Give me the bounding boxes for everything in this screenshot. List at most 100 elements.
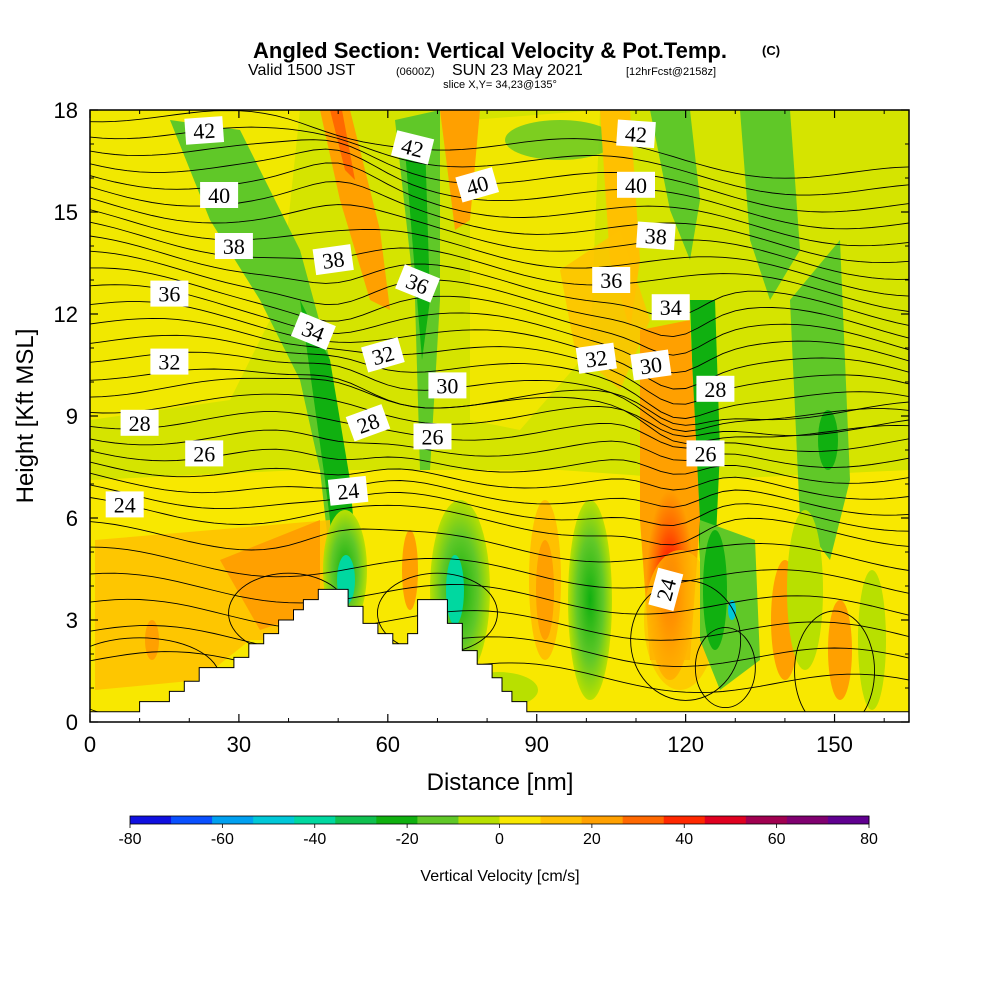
isentrope-label: 42 (184, 116, 225, 145)
isentrope-line (90, 461, 909, 500)
isentrope-label-text: 36 (158, 282, 180, 307)
isentrope-label-box (686, 440, 725, 467)
isentrope-label: 40 (200, 182, 239, 208)
isentrope-label: 28 (696, 375, 735, 402)
field-cyan-low-2 (446, 555, 464, 625)
field-orange-spot-2 (402, 530, 418, 610)
colorbar-tick-label: 80 (860, 831, 878, 848)
isentrope-label-box (200, 182, 239, 208)
isentrope-label-text: 30 (638, 352, 663, 380)
colorbar-swatch (294, 816, 336, 824)
isentrope-label: 24 (105, 491, 144, 518)
field-green-low-6 (858, 570, 886, 710)
isentrope-label-text: 26 (193, 441, 215, 466)
isentrope-label-text: 40 (208, 183, 230, 208)
isentrope-label-text: 26 (422, 424, 444, 449)
isentrope-label: 32 (150, 348, 189, 375)
isentrope-line (90, 235, 909, 326)
field-green-spot-5 (818, 410, 838, 470)
isentrope-line-low (794, 610, 875, 722)
isentrope-labels: 42 40 38 36 32 28 26 24 42 40 38 36 34 32 30 28 26 24 42 40… (105, 116, 735, 612)
field-green-streak-5 (790, 240, 850, 560)
colorbar-swatch (376, 816, 418, 824)
x-tick-label: 150 (816, 732, 853, 757)
isentrope-lines (90, 110, 909, 722)
isentrope-label-box (575, 342, 617, 374)
field-orange-low-2b (536, 540, 554, 640)
isentrope-line (90, 497, 909, 547)
isentrope-label-text: 28 (704, 377, 726, 402)
colorbar-tick-label: 40 (675, 831, 693, 848)
isentrope-label-text: 24 (114, 492, 136, 517)
isentrope-line (90, 148, 909, 230)
isentrope-label: 26 (185, 440, 224, 467)
x-tick-label: 120 (667, 732, 704, 757)
isentrope-label-box (648, 567, 684, 612)
colorbar-swatch (417, 816, 459, 824)
isentrope-label: 28 (120, 409, 159, 436)
isentrope-label: 28 (345, 404, 391, 442)
isentrope-line (90, 284, 909, 374)
isentrope-label-box (428, 372, 467, 399)
field-orange-streak-1 (320, 110, 390, 310)
isentrope-label-text: 42 (192, 118, 216, 144)
colorbar-swatch (212, 816, 254, 824)
isentrope-label-box (413, 423, 452, 450)
y-tick-label: 9 (66, 404, 78, 429)
field-green-top (505, 120, 615, 160)
colorbar-swatch (130, 816, 172, 824)
y-tick-label: 6 (66, 506, 78, 531)
chart-subtitle-valid: Valid 1500 JST (248, 62, 356, 79)
colorbar-tick-label: -40 (303, 831, 326, 848)
isentrope-label-text: 38 (644, 223, 668, 249)
isentrope-label-text: 24 (336, 478, 360, 505)
y-tick-label: 12 (54, 302, 78, 327)
isentrope-label-text: 40 (625, 173, 647, 198)
isentrope-line (90, 651, 909, 694)
isentrope-line (90, 484, 909, 532)
isentrope-label: 36 (592, 267, 631, 293)
isentrope-line-low (630, 579, 742, 701)
colorbar-swatch (786, 816, 829, 824)
y-tick-label: 15 (54, 200, 78, 225)
isentrope-label-box (636, 221, 676, 251)
colorbar-swatch (171, 816, 213, 824)
isentrope-label: 38 (636, 221, 676, 251)
isentrope-line (90, 197, 909, 280)
isentrope-label-text: 26 (695, 441, 717, 466)
x-axis-ticks: 0 30 60 90 120 150 (84, 110, 885, 757)
isentrope-label-box (455, 167, 500, 203)
isentrope-label-box (696, 375, 735, 402)
isentrope-label-box (592, 267, 631, 293)
x-tick-label: 90 (524, 732, 548, 757)
field-red-streak-1 (330, 110, 355, 180)
isentrope-label: 32 (575, 342, 617, 374)
isentrope-label-text: 28 (129, 411, 151, 436)
y-tick-label: 18 (54, 98, 78, 123)
isentrope-line (90, 472, 909, 516)
isentrope-line (90, 429, 909, 468)
field-green-streak-3 (650, 110, 700, 260)
isentrope-line (90, 267, 909, 356)
x-axis-label: Distance [nm] (427, 769, 574, 796)
isentrope-label-box (361, 337, 405, 373)
colorbar-swatch (253, 816, 295, 824)
isentrope-label-box (391, 130, 435, 165)
isentrope-label: 32 (361, 337, 405, 373)
isentrope-label-box (630, 349, 672, 381)
colorbar-swatch (335, 816, 377, 824)
isentrope-label-text: 32 (584, 345, 609, 373)
isentrope-label-text: 38 (321, 246, 346, 274)
isentrope-label-box (150, 280, 189, 307)
isentrope-label: 24 (648, 567, 684, 612)
isentrope-label-text: 42 (624, 121, 648, 147)
chart-subtitle-utc: (0600Z) (396, 66, 435, 78)
y-tick-label: 3 (66, 608, 78, 633)
isentrope-label: 40 (455, 167, 500, 203)
terrain-profile (89, 588, 910, 723)
isentrope-label: 38 (214, 233, 253, 259)
colorbar-swatch (827, 816, 870, 824)
isentrope-line-low (694, 627, 756, 709)
isentrope-line (90, 546, 909, 594)
